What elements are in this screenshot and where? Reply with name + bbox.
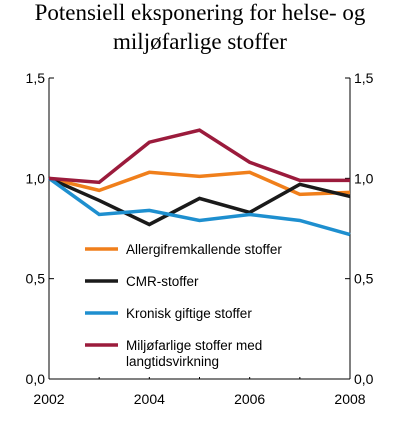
y-tick-label-right: 1,0 xyxy=(354,170,374,186)
x-tick-label: 2002 xyxy=(33,391,64,407)
legend-label-2: Kronisk giftige stoffer xyxy=(126,306,252,321)
legend-label-3: Miljøfarlige stoffer med xyxy=(126,338,262,353)
series-line-1 xyxy=(48,176,351,227)
chart-title: Potensiell eksponering for helse- og milj… xyxy=(35,0,366,54)
series-line-2 xyxy=(47,176,351,237)
legend-label-3: langtidsvirkning xyxy=(126,354,219,369)
axes: 0,0 0,0 0,5 0,5 1,0 1,0 1,5 1,5 2002 2004 2006 2008 xyxy=(26,70,374,407)
y-tick-label-left: 1,0 xyxy=(26,170,46,186)
y-tick-label-right: 0,5 xyxy=(354,271,374,287)
y-tick-label-right: 1,5 xyxy=(354,70,374,86)
y-tick-label-left: 1,5 xyxy=(26,70,46,86)
series-line-3 xyxy=(48,128,350,185)
series-lines xyxy=(47,128,351,237)
legend-label-0: Allergifremkallende stoffer xyxy=(126,242,282,257)
y-tick-label-left: 0,5 xyxy=(26,271,46,287)
legend-background xyxy=(76,237,308,377)
chart-title-line: Potensiell eksponering for helse- og xyxy=(35,0,366,25)
series-line-0 xyxy=(48,170,351,197)
x-tick-label: 2008 xyxy=(334,391,365,407)
legend: Allergifremkallende stoffer CMR-stoffer Kr… xyxy=(76,237,308,377)
chart-title-line: miljøfarlige stoffer xyxy=(113,29,287,54)
x-tick-label: 2006 xyxy=(234,391,265,407)
legend-label-1: CMR-stoffer xyxy=(126,274,199,289)
y-tick-label-right: 0,0 xyxy=(354,371,374,387)
x-tick-label: 2004 xyxy=(134,391,165,407)
y-tick-label-left: 0,0 xyxy=(26,371,46,387)
